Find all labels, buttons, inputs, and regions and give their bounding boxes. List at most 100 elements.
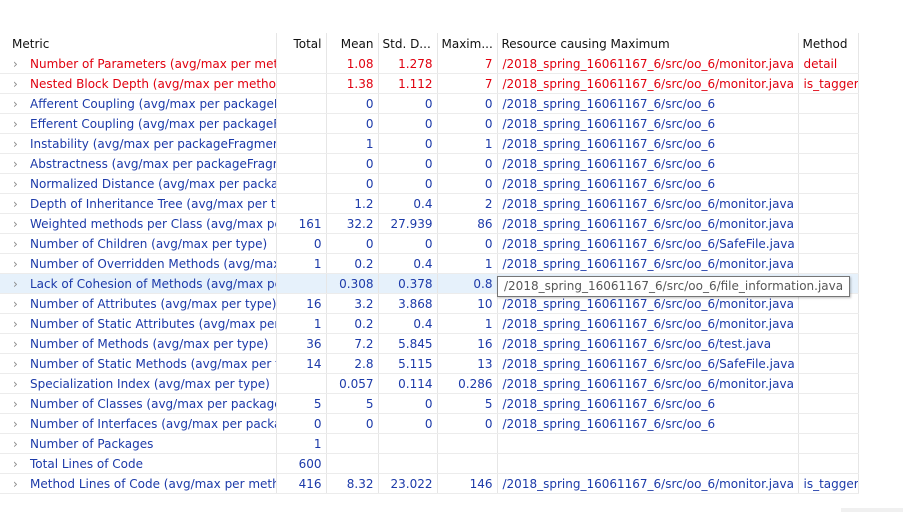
maximum-cell: 0 <box>437 93 498 114</box>
metric-name: Total Lines of Code <box>30 456 144 471</box>
column-header-resource[interactable]: Resource causing Maximum <box>497 33 799 54</box>
table-row[interactable]: › Number of Static Methods (avg/max per t… <box>0 353 859 374</box>
maximum-cell: 0 <box>437 233 498 254</box>
metric-cell: › Nested Block Depth (avg/max per methoc <box>0 73 277 94</box>
std-dev-cell: 0 <box>378 153 438 174</box>
total-cell <box>276 54 327 74</box>
resource-cell: /2018_spring_16061167_6/src/oo_6/monitor… <box>497 373 799 394</box>
chevron-right-icon[interactable]: › <box>13 136 18 151</box>
metric-cell: › Number of Attributes (avg/max per type) <box>0 293 277 314</box>
table-row[interactable]: › Total Lines of Code 600 <box>0 453 859 474</box>
metrics-table: Metric Total Mean Std. D... Maxim... Res… <box>0 33 859 494</box>
table-row[interactable]: › Number of Static Attributes (avg/max pe… <box>0 313 859 334</box>
std-dev-cell: 0.4 <box>378 253 438 274</box>
table-row[interactable]: › Number of Classes (avg/max per package 5… <box>0 393 859 414</box>
table-row[interactable]: › Nested Block Depth (avg/max per methoc 1… <box>0 73 859 94</box>
chevron-right-icon[interactable]: › <box>13 56 18 71</box>
table-row[interactable]: › Number of Attributes (avg/max per type)… <box>0 293 859 314</box>
chevron-right-icon[interactable]: › <box>13 456 18 471</box>
table-row[interactable]: › Number of Packages 1 <box>0 433 859 454</box>
chevron-right-icon[interactable]: › <box>13 76 18 91</box>
method-cell <box>798 393 859 414</box>
metric-cell: › Number of Children (avg/max per type) <box>0 233 277 254</box>
maximum-cell: 5 <box>437 393 498 414</box>
chevron-right-icon[interactable]: › <box>13 336 18 351</box>
metric-cell: › Number of Static Methods (avg/max per t <box>0 353 277 374</box>
table-row[interactable]: › Number of Children (avg/max per type) 0 0… <box>0 233 859 254</box>
std-dev-cell: 0 <box>378 173 438 194</box>
chevron-right-icon[interactable]: › <box>13 216 18 231</box>
chevron-right-icon[interactable]: › <box>13 376 18 391</box>
column-header-metric[interactable]: Metric <box>0 33 277 54</box>
chevron-right-icon[interactable]: › <box>13 416 18 431</box>
resource-cell: /2018_spring_16061167_6/src/oo_6/monitor… <box>497 193 799 214</box>
maximum-cell <box>437 453 498 474</box>
column-header-maximum[interactable]: Maxim... <box>437 33 498 54</box>
chevron-right-icon[interactable]: › <box>13 436 18 451</box>
mean-cell: 1 <box>326 133 379 154</box>
chevron-right-icon[interactable]: › <box>13 256 18 271</box>
table-row[interactable]: › Number of Parameters (avg/max per meth 1… <box>0 54 859 74</box>
column-header-mean[interactable]: Mean <box>326 33 379 54</box>
chevron-right-icon[interactable]: › <box>13 196 18 211</box>
resource-cell: /2018_spring_16061167_6/src/oo_6/test.ja… <box>497 333 799 354</box>
chevron-right-icon[interactable]: › <box>13 156 18 171</box>
metric-name: Number of Static Methods (avg/max per t <box>30 356 276 371</box>
mean-cell: 0 <box>326 173 379 194</box>
method-cell <box>798 353 859 374</box>
method-cell <box>798 93 859 114</box>
metric-name: Afferent Coupling (avg/max per packageF <box>30 96 276 111</box>
table-row[interactable]: › Number of Overridden Methods (avg/max 1 0… <box>0 253 859 274</box>
mean-cell: 32.2 <box>326 213 379 234</box>
table-row[interactable]: › Weighted methods per Class (avg/max pe 1… <box>0 213 859 234</box>
metric-name: Abstractness (avg/max per packageFragm <box>30 156 276 171</box>
metrics-table-body: › Number of Parameters (avg/max per meth 1… <box>0 54 859 494</box>
method-cell <box>798 453 859 474</box>
metric-name: Nested Block Depth (avg/max per methoc <box>30 76 276 91</box>
chevron-right-icon[interactable]: › <box>13 96 18 111</box>
mean-cell: 8.32 <box>326 473 379 494</box>
resource-cell <box>497 433 799 454</box>
table-row[interactable]: › Abstractness (avg/max per packageFragm 0… <box>0 153 859 174</box>
chevron-right-icon[interactable]: › <box>13 396 18 411</box>
table-row[interactable]: › Depth of Inheritance Tree (avg/max per … <box>0 193 859 214</box>
total-cell: 1 <box>276 313 327 334</box>
chevron-right-icon[interactable]: › <box>13 316 18 331</box>
mean-cell: 0 <box>326 113 379 134</box>
chevron-right-icon[interactable]: › <box>13 296 18 311</box>
column-header-method[interactable]: Method <box>798 33 859 54</box>
table-row[interactable]: › Instability (avg/max per packageFragmen… <box>0 133 859 154</box>
metric-cell: › Number of Packages <box>0 433 277 454</box>
chevron-right-icon[interactable]: › <box>13 476 18 491</box>
method-cell <box>798 333 859 354</box>
total-cell <box>276 193 327 214</box>
chevron-right-icon[interactable]: › <box>13 116 18 131</box>
table-row[interactable]: › Method Lines of Code (avg/max per meth 4… <box>0 473 859 494</box>
metric-name: Method Lines of Code (avg/max per meth <box>30 476 276 491</box>
method-cell: detail <box>798 54 859 74</box>
metric-name: Lack of Cohesion of Methods (avg/max pe <box>30 276 276 291</box>
table-row[interactable]: › Number of Methods (avg/max per type) 36 7… <box>0 333 859 354</box>
chevron-right-icon[interactable]: › <box>13 356 18 371</box>
std-dev-cell: 27.939 <box>378 213 438 234</box>
table-row[interactable]: › Normalized Distance (avg/max per packag… <box>0 173 859 194</box>
table-row[interactable]: › Afferent Coupling (avg/max per packageF… <box>0 93 859 114</box>
total-cell: 600 <box>276 453 327 474</box>
total-cell: 161 <box>276 213 327 234</box>
table-row[interactable]: › Number of Interfaces (avg/max per packa… <box>0 413 859 434</box>
metric-name: Instability (avg/max per packageFragment <box>30 136 276 151</box>
column-header-std-dev[interactable]: Std. D... <box>378 33 438 54</box>
table-row[interactable]: › Specialization Index (avg/max per type)… <box>0 373 859 394</box>
header-row: Metric Total Mean Std. D... Maxim... Res… <box>0 33 859 54</box>
column-header-total[interactable]: Total <box>276 33 327 54</box>
chevron-right-icon[interactable]: › <box>13 276 18 291</box>
metric-cell: › Total Lines of Code <box>0 453 277 474</box>
chevron-right-icon[interactable]: › <box>13 176 18 191</box>
maximum-cell: 2 <box>437 193 498 214</box>
table-row[interactable]: › Efferent Coupling (avg/max per packageF… <box>0 113 859 134</box>
std-dev-cell: 0.114 <box>378 373 438 394</box>
total-cell: 36 <box>276 333 327 354</box>
chevron-right-icon[interactable]: › <box>13 236 18 251</box>
horizontal-scrollbar[interactable] <box>841 508 903 512</box>
